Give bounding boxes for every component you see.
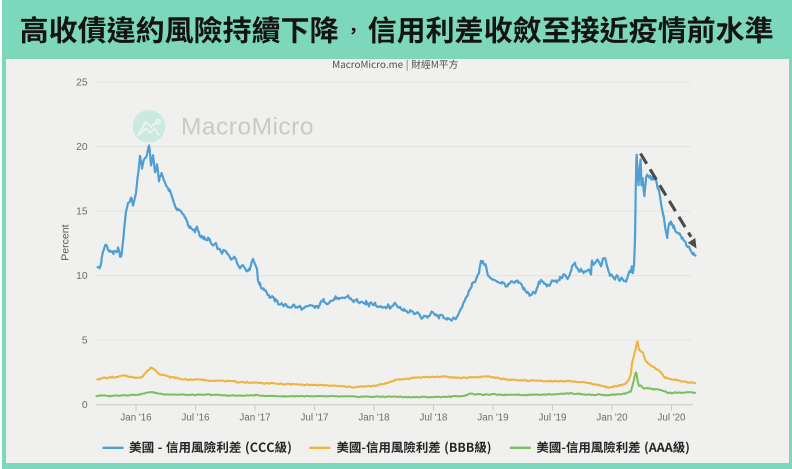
svg-text:Jan '18: Jan '18 xyxy=(358,412,390,423)
svg-text:15: 15 xyxy=(76,207,88,218)
svg-text:20: 20 xyxy=(76,142,88,153)
svg-text:25: 25 xyxy=(76,78,88,89)
svg-text:Jan '17: Jan '17 xyxy=(239,412,270,423)
svg-text:MacroMicro: MacroMicro xyxy=(181,114,314,141)
svg-text:Jul '20: Jul '20 xyxy=(657,412,686,423)
svg-text:Percent: Percent xyxy=(60,224,72,260)
svg-text:Jan '16: Jan '16 xyxy=(120,412,152,423)
svg-text:Jul '16: Jul '16 xyxy=(181,412,210,423)
svg-text:Jan '19: Jan '19 xyxy=(477,412,508,423)
svg-text:Jul '17: Jul '17 xyxy=(300,412,328,423)
svg-text:10: 10 xyxy=(76,271,88,282)
svg-text:0: 0 xyxy=(82,400,88,411)
svg-text:Jan '20: Jan '20 xyxy=(596,412,628,423)
svg-text:Jul '18: Jul '18 xyxy=(419,412,448,423)
svg-text:Jul '19: Jul '19 xyxy=(538,412,566,423)
svg-text:5: 5 xyxy=(82,336,88,347)
